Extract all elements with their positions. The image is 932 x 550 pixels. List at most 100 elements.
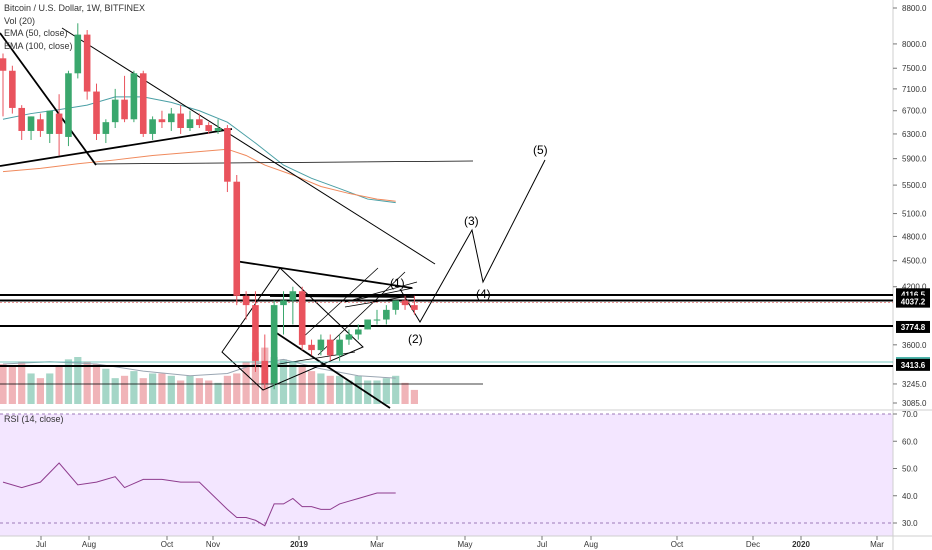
candle-body [196,119,203,126]
rsi-pane-bg [0,414,893,536]
price-tick-label: 5900.0 [902,155,927,164]
price-tick-label: 4200.0 [902,283,927,292]
volume-bar [167,375,175,404]
volume-bar [392,375,400,404]
candle-body [317,339,325,351]
volume-bar [149,373,157,404]
candle-body [392,300,399,310]
candle-body [177,113,184,129]
price-tick-label: 7500.0 [902,64,927,73]
volume-bar [251,352,260,404]
candle-body [18,107,25,131]
indicator-ema50: EMA (50, close) [4,28,68,38]
candle-body [55,113,63,134]
rsi-tick-label: 30.0 [902,519,918,528]
trendline-drawings [0,27,546,409]
candle-body [102,122,110,134]
volume-bar [233,373,241,404]
time-tick-label: Aug [82,540,96,549]
candle-body [74,34,82,74]
rsi-axis[interactable]: 70.0 60.0 50.0 40.0 30.0 [893,410,918,528]
volume-bar [18,361,26,404]
price-tick-label: 6700.0 [902,107,927,116]
volume-bar [214,382,222,404]
price-label-text: 3774.8 [901,323,926,332]
candle-body [373,319,381,321]
time-axis[interactable]: Jul Aug Oct Nov 2019 Mar May Jul Aug Oct Dec 2020 Ma… [36,536,884,549]
volume-bar [223,375,231,404]
trendline-lower-support [0,128,233,167]
rsi-tick-label: 40.0 [902,492,918,501]
time-tick-label: May [457,540,472,549]
candle-body [205,125,212,131]
volume-bar [158,373,166,404]
candle-body [27,116,35,131]
wedge-top [344,281,418,303]
level-lines [0,294,893,367]
time-tick-label: Aug [584,540,598,549]
price-axis[interactable]: 8800.0 8000.0 7500.0 7100.0 6700.0 6300.0 5900… [893,4,927,408]
price-tick-label: 3600.0 [902,341,927,350]
volume-bar [317,373,325,404]
candles-layer [0,23,418,390]
candle-body [130,73,138,120]
volume-bar [289,361,297,404]
rsi-label: RSI (14, close) [4,414,64,424]
rsi-tick-label: 60.0 [902,437,918,446]
candle-body [242,295,250,306]
price-tick-label: 5100.0 [902,210,927,219]
wave-label-1: (1) [390,276,405,290]
volume-bar [345,380,353,404]
time-tick-label: 2020 [792,540,810,549]
candle-body [364,319,371,330]
candle-body [139,73,147,134]
volume-bar [27,373,35,404]
rsi-line-layer [2,462,396,527]
candle-body [280,300,287,306]
price-tick-label: 8000.0 [902,40,927,49]
price-tick-label: 8800.0 [902,4,927,13]
candle-body [336,339,343,356]
price-label-text: 3413.6 [901,361,926,370]
wave-label-4: (4) [476,287,491,301]
diamond-pattern [221,267,364,391]
price-label-box [896,358,930,371]
wave-label-5: (5) [533,143,548,157]
rsi-line [2,462,396,527]
price-tick-label: 5500.0 [902,181,927,190]
rsi-tick-label: 70.0 [902,410,918,419]
candle-body [93,91,100,134]
ema100-line [2,148,396,202]
candle-body [252,305,259,361]
volume-bar [401,382,409,404]
price-label-box [896,320,930,333]
price-tick-label: 4800.0 [902,232,927,241]
candle-body [355,329,362,335]
price-tick-label: 3245.0 [902,380,927,389]
candle-body [0,58,7,71]
volume-bar [74,357,82,404]
price-tick-label: 4500.0 [902,257,927,266]
time-tick-label: Mar [870,540,884,549]
volume-bar [242,361,250,404]
candle-body [111,99,119,123]
candle-body [233,181,241,296]
candle-body [214,128,222,131]
volume-bar [354,375,362,404]
candle-body [9,70,16,108]
volume-bar [186,375,194,404]
volume-bar [8,366,16,404]
price-label-text: 4116.5 [901,290,926,299]
price-tick-label: 3085.0 [902,399,927,408]
time-tick-label: Jul [537,540,547,549]
time-tick-label: 2019 [290,540,308,549]
candle-body [224,128,231,182]
candle-body [326,339,334,356]
volume-bar [83,361,91,404]
price-label-text: 4037.2 [901,298,926,307]
volume-bar [177,380,185,404]
volume-bar [307,371,316,404]
candle-body [121,99,128,120]
